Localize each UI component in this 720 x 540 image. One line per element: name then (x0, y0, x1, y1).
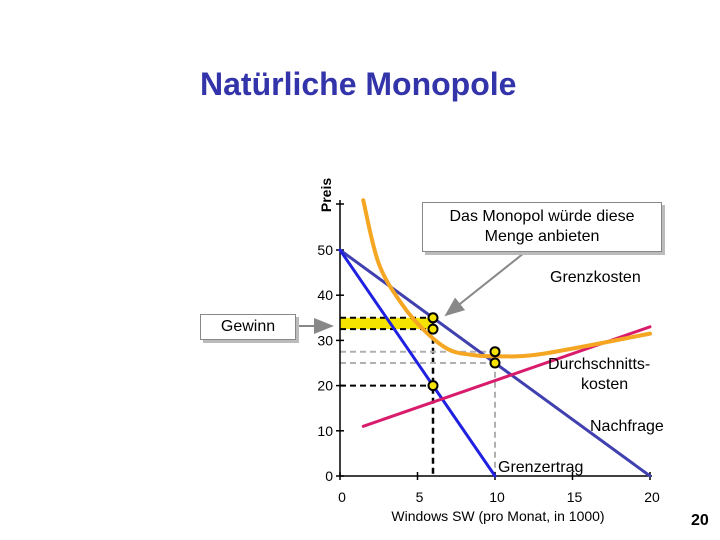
profit-callout: Gewinn (200, 314, 296, 340)
y-tick-label-20: 20 (317, 378, 333, 394)
y-tick-label-0: 0 (325, 468, 333, 484)
label-durchschnittskosten-line2: kosten (581, 376, 628, 393)
y-tick-label-30: 30 (317, 332, 333, 348)
label-nachfrage: Nachfrage (590, 418, 664, 435)
x-tick-label-5: 5 (416, 489, 424, 505)
x-axis-label: Windows SW (pro Monat, in 1000) (391, 508, 604, 524)
y-tick-label-40: 40 (317, 287, 333, 303)
monopoly-quantity-callout: Das Monopol würde diese Menge anbieten (422, 202, 662, 252)
highlight-point-0 (427, 312, 439, 324)
slide-number: 20 (691, 512, 709, 529)
y-axis-label: Preis (318, 178, 334, 212)
x-tick-label-0: 0 (338, 489, 346, 505)
highlight-point-2 (427, 380, 439, 392)
highlight-point-3 (489, 346, 501, 358)
y-tick-label-50: 50 (317, 242, 333, 258)
slide-title: Natürliche Monopole (200, 66, 517, 102)
x-tick-label-20: 20 (644, 489, 660, 505)
profit-area (340, 317, 433, 330)
y-tick-label-10: 10 (317, 423, 333, 439)
label-grenzkosten: Grenzkosten (550, 269, 641, 286)
label-grenzertrag: Grenzertrag (498, 459, 583, 476)
label-durchschnittskosten-line1: Durchschnitts- (548, 356, 650, 373)
x-tick-label-10: 10 (489, 489, 505, 505)
x-tick-label-15: 15 (567, 489, 583, 505)
monopol-pointer-arrow (444, 252, 525, 317)
highlight-point-1 (427, 323, 439, 335)
average-cost-curve (361, 198, 652, 359)
highlight-point-4 (489, 357, 501, 369)
